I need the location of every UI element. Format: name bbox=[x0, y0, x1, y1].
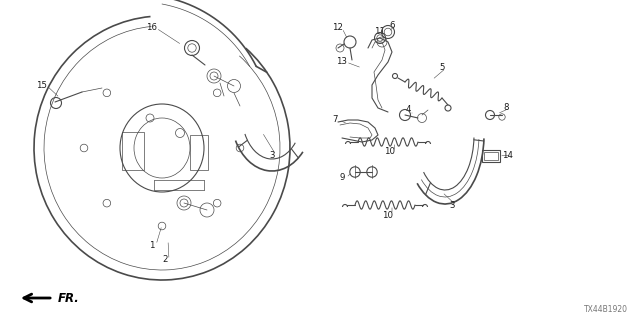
Text: 5: 5 bbox=[439, 63, 445, 73]
Text: 10: 10 bbox=[383, 211, 394, 220]
Text: 1: 1 bbox=[149, 241, 155, 250]
Text: 13: 13 bbox=[337, 58, 348, 67]
Text: 14: 14 bbox=[502, 150, 513, 159]
Text: 3: 3 bbox=[269, 150, 275, 159]
Text: 4: 4 bbox=[405, 106, 411, 115]
Text: 7: 7 bbox=[332, 116, 338, 124]
Text: 3: 3 bbox=[449, 201, 455, 210]
Text: 6: 6 bbox=[389, 20, 395, 29]
Bar bbox=[190, 135, 208, 170]
Text: 11: 11 bbox=[374, 28, 385, 36]
Text: 9: 9 bbox=[339, 173, 345, 182]
Text: 16: 16 bbox=[147, 23, 157, 33]
Text: 10: 10 bbox=[385, 148, 396, 156]
Text: 8: 8 bbox=[503, 103, 509, 113]
Bar bbox=[482, 150, 500, 162]
Bar bbox=[484, 152, 498, 160]
Bar bbox=[122, 132, 144, 170]
Text: 15: 15 bbox=[36, 81, 47, 90]
Text: 2: 2 bbox=[163, 255, 168, 265]
Text: 12: 12 bbox=[333, 23, 344, 33]
Text: FR.: FR. bbox=[58, 292, 80, 305]
Text: TX44B1920: TX44B1920 bbox=[584, 306, 628, 315]
